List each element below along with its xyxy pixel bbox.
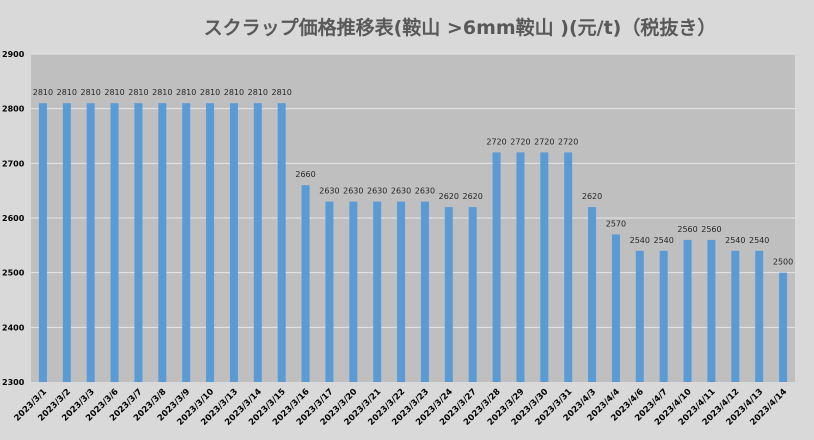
bar — [134, 103, 143, 382]
bar — [707, 239, 716, 382]
bar — [38, 103, 47, 382]
bar — [779, 272, 788, 382]
data-label: 2620 — [463, 192, 483, 201]
bar — [683, 239, 692, 382]
data-label: 2810 — [272, 88, 292, 97]
data-label: 2500 — [773, 258, 793, 267]
y-tick-label: 2300 — [2, 378, 25, 387]
bar — [540, 152, 549, 382]
bar — [373, 201, 382, 382]
y-tick-label: 2800 — [2, 105, 25, 114]
data-label: 2560 — [701, 225, 721, 234]
bar — [62, 103, 71, 382]
data-label: 2540 — [749, 236, 769, 245]
data-label: 2810 — [33, 88, 53, 97]
bar — [206, 103, 215, 382]
bar — [158, 103, 167, 382]
bar — [731, 250, 740, 382]
data-label: 2540 — [725, 236, 745, 245]
y-tick-label: 2500 — [2, 269, 25, 278]
bar — [110, 103, 119, 382]
data-label: 2540 — [654, 236, 674, 245]
bar — [564, 152, 573, 382]
y-tick-label: 2400 — [2, 323, 25, 332]
bar — [659, 250, 668, 382]
data-label: 2620 — [582, 192, 602, 201]
data-label: 2630 — [343, 187, 363, 196]
bar — [468, 207, 477, 382]
data-label: 2810 — [200, 88, 220, 97]
data-label: 2630 — [319, 187, 339, 196]
data-label: 2810 — [104, 88, 124, 97]
data-label: 2620 — [439, 192, 459, 201]
bar — [635, 250, 644, 382]
bar — [277, 103, 286, 382]
data-label: 2540 — [630, 236, 650, 245]
bar — [182, 103, 191, 382]
bar — [397, 201, 406, 382]
data-label: 2810 — [128, 88, 148, 97]
data-label: 2810 — [57, 88, 77, 97]
data-label: 2810 — [248, 88, 268, 97]
data-label: 2720 — [510, 137, 530, 146]
bar — [301, 185, 310, 382]
data-label: 2720 — [486, 137, 506, 146]
data-label: 2810 — [152, 88, 172, 97]
bar — [349, 201, 358, 382]
y-tick-label: 2700 — [2, 159, 25, 168]
bar — [86, 103, 95, 382]
bar — [229, 103, 238, 382]
bar — [588, 207, 597, 382]
data-label: 2630 — [415, 187, 435, 196]
bar — [444, 207, 453, 382]
bar — [516, 152, 525, 382]
bar — [420, 201, 429, 382]
data-label: 2560 — [677, 225, 697, 234]
data-label: 2810 — [224, 88, 244, 97]
y-tick-label: 2600 — [2, 214, 25, 223]
y-tick-label: 2900 — [2, 50, 25, 59]
data-label: 2810 — [81, 88, 101, 97]
bar — [325, 201, 334, 382]
data-label: 2660 — [295, 170, 315, 179]
data-label: 2810 — [176, 88, 196, 97]
chart-title: スクラップ価格推移表(鞍山 >6mm鞍山 )(元/t)（税抜き） — [204, 16, 717, 39]
data-label: 2720 — [558, 137, 578, 146]
bar — [492, 152, 501, 382]
data-label: 2720 — [534, 137, 554, 146]
data-label: 2630 — [367, 187, 387, 196]
bar — [611, 234, 620, 382]
data-label: 2570 — [606, 219, 626, 228]
data-label: 2630 — [391, 187, 411, 196]
bar — [253, 103, 262, 382]
bar — [755, 250, 764, 382]
